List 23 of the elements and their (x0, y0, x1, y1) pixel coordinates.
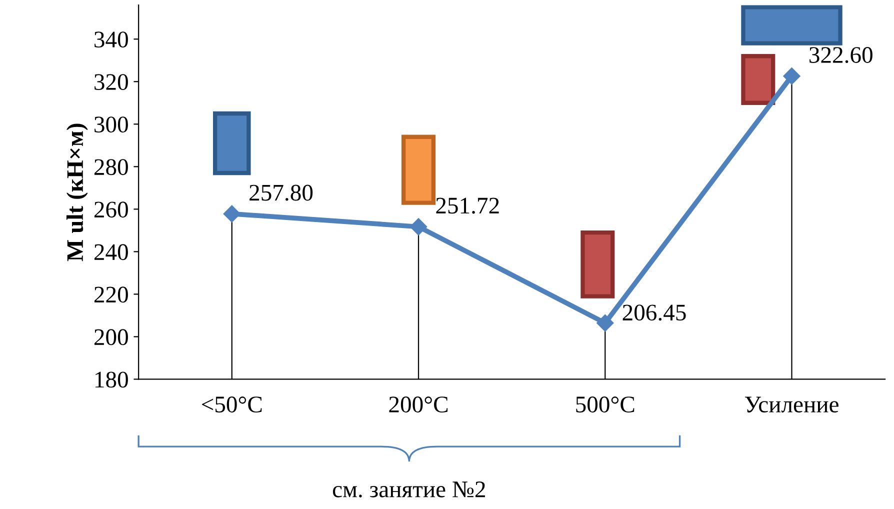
y-tick-label: 280 (94, 159, 128, 176)
data-label: 251.72 (436, 198, 499, 214)
point (223, 205, 240, 222)
y-tick-label: 180 (96, 372, 128, 388)
y-tick-label: 200 (94, 329, 128, 346)
y-tick-label: 260 (94, 202, 128, 218)
data-label: 206.45 (622, 304, 686, 321)
data-label: 322.60 (810, 47, 872, 64)
point (410, 218, 428, 236)
y-tick-label: 220 (94, 286, 128, 303)
point (596, 314, 614, 332)
y-tick-label: 320 (94, 74, 128, 90)
x-tick-label: 200°C (389, 396, 448, 412)
y-tick-label: 240 (94, 244, 128, 260)
x-tick-label: Усиление (744, 396, 838, 412)
text: см. занятие №2 (332, 481, 485, 498)
y-tick-label: 340 (94, 32, 128, 48)
data-label: 257.80 (250, 184, 313, 201)
x-tick-label: 500°C (576, 396, 634, 412)
y-axis-title: M ult (кН×м) (66, 124, 88, 262)
point (783, 68, 800, 85)
x-tick-label: <50°C (202, 396, 262, 412)
y-tick-label: 300 (94, 116, 128, 133)
